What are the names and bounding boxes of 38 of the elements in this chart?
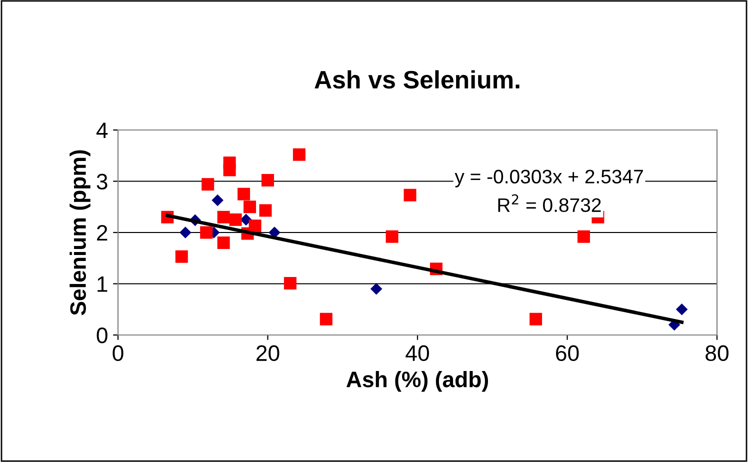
point [262,174,274,186]
x-tick-label: 0 [112,345,124,362]
y-axis-title: Selenium (ppm) [70,150,90,316]
point [175,250,188,263]
point [577,230,590,243]
x-tick-label: 40 [406,345,429,362]
point [259,204,272,217]
point [292,148,306,161]
point [320,312,332,326]
point [248,220,262,232]
point [238,188,250,200]
point [202,178,214,191]
annotation: y = -0.0303x + 2.5347 [454,170,643,188]
y-tick-label: 2 [97,225,108,241]
point [386,230,398,243]
annotation: R$^{2}$ = 0.8732 [498,194,601,212]
point [284,276,296,290]
point [200,226,213,239]
point [370,282,382,295]
point [244,200,256,214]
y-tick-label: 4 [96,122,108,138]
point [179,226,192,238]
x-tick-label: 80 [706,345,728,362]
point [217,236,230,249]
point [404,188,416,202]
point [229,213,242,226]
chart-title: Ash vs Selenium. [314,70,520,89]
point [530,312,542,326]
point [223,164,236,176]
y-tick-label: 3 [96,174,108,190]
y-tick-label: 0 [96,328,108,344]
point [676,303,688,316]
point [212,194,224,206]
x-axis-title: Ash (%) (adb) [346,370,488,392]
y-tick-label: 1 [98,276,108,292]
x-tick-label: 60 [556,345,579,362]
x-tick-label: 20 [256,345,280,362]
point [217,210,230,224]
